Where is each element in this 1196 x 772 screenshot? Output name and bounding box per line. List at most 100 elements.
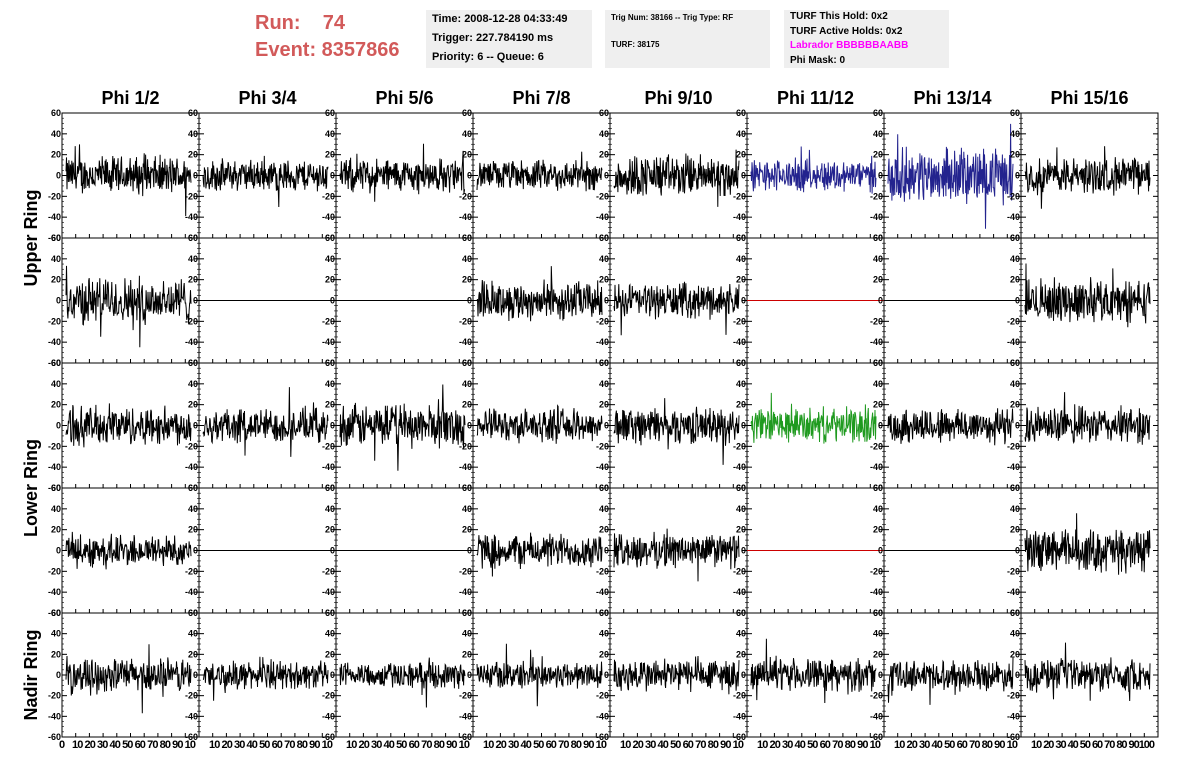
y-tick-label: 20	[188, 400, 198, 410]
y-tick-label: 40	[462, 504, 472, 514]
y-tick-label: 20	[873, 275, 883, 285]
y-tick-label: -20	[185, 191, 198, 201]
y-tick-label: -40	[596, 462, 609, 472]
y-tick-label: 20	[1010, 150, 1020, 160]
y-tick-label: -40	[322, 462, 335, 472]
turf-text: TURF: 38175	[611, 40, 660, 49]
y-tick-label: 40	[1010, 504, 1020, 514]
y-tick-label: 60	[873, 608, 883, 618]
y-tick-label: -40	[48, 462, 61, 472]
y-tick-label: -60	[48, 358, 61, 368]
y-tick-label: 0	[1015, 171, 1020, 181]
y-tick-label: 60	[873, 233, 883, 243]
y-tick-label: 0	[604, 421, 609, 431]
y-tick-label: -40	[459, 587, 472, 597]
y-tick-label: 60	[1010, 358, 1020, 368]
y-tick-label: 60	[599, 233, 609, 243]
x-tick-label: 10 20 30 40 50 60 70 80 90 10	[483, 739, 607, 751]
y-tick-label: 40	[51, 254, 61, 264]
y-tick-label: -20	[1007, 191, 1020, 201]
y-tick-label: 20	[51, 649, 61, 659]
waveform-trace	[613, 528, 740, 582]
y-tick-label: -40	[322, 337, 335, 347]
y-tick-label: 20	[188, 525, 198, 535]
y-tick-label: 60	[325, 358, 335, 368]
y-tick-label: -20	[870, 191, 883, 201]
y-tick-label: -60	[48, 233, 61, 243]
y-tick-label: 20	[325, 275, 335, 285]
y-tick-label: -20	[459, 316, 472, 326]
y-tick-label: -40	[870, 337, 883, 347]
y-tick-label: -40	[185, 337, 198, 347]
y-tick-label: 20	[188, 150, 198, 160]
row-group-title: Upper Ring	[21, 190, 41, 287]
y-tick-label: 60	[325, 608, 335, 618]
y-tick-label: 20	[736, 525, 746, 535]
y-tick-label: -60	[48, 608, 61, 618]
y-tick-label: 60	[736, 608, 746, 618]
y-tick-label: 40	[325, 254, 335, 264]
waveform-trace	[613, 149, 740, 207]
y-tick-label: 60	[325, 233, 335, 243]
y-tick-label: 20	[462, 525, 472, 535]
waveform-trace	[339, 384, 466, 471]
trigger-text: Trigger: 227.784190 ms	[432, 32, 554, 44]
waveform-trace	[202, 387, 329, 457]
y-tick-label: 20	[51, 275, 61, 285]
run-number: Run: 74	[255, 12, 346, 34]
x-tick-label: 10 20 30 40 50 60 70 80 90100	[1031, 739, 1155, 751]
y-tick-label: -20	[48, 566, 61, 576]
y-tick-label: -20	[48, 316, 61, 326]
y-tick-label: -40	[322, 711, 335, 721]
y-tick-label: 0	[1015, 546, 1020, 556]
column-title: Phi 15/16	[1050, 88, 1128, 108]
y-tick-label: 0	[878, 296, 883, 306]
y-tick-label: 40	[325, 379, 335, 389]
y-tick-label: 40	[736, 254, 746, 264]
y-tick-label: -40	[48, 711, 61, 721]
y-tick-label: -60	[48, 732, 61, 742]
y-tick-label: 40	[873, 379, 883, 389]
column-title: Phi 9/10	[644, 88, 712, 108]
y-tick-label: 0	[878, 421, 883, 431]
y-tick-label: 40	[736, 629, 746, 639]
column-title: Phi 3/4	[238, 88, 296, 108]
y-tick-label: 60	[462, 108, 472, 118]
y-tick-label: 20	[1010, 525, 1020, 535]
y-tick-label: 0	[330, 546, 335, 556]
time-text: Time: 2008-12-28 04:33:49	[432, 13, 568, 25]
waveform-trace	[887, 123, 1014, 229]
y-tick-label: -40	[870, 587, 883, 597]
y-tick-label: 40	[1010, 129, 1020, 139]
y-tick-label: -20	[733, 566, 746, 576]
x-tick-label: 10 20 30 40 50 60 70 80 90 10	[620, 739, 744, 751]
waveform-trace	[1024, 513, 1151, 575]
waveform-trace	[1024, 263, 1151, 328]
y-tick-label: -40	[870, 212, 883, 222]
y-tick-label: 40	[736, 379, 746, 389]
y-tick-label: -20	[48, 441, 61, 451]
y-tick-label: 0	[741, 296, 746, 306]
y-tick-label: 0	[56, 171, 61, 181]
waveform-trace	[202, 155, 329, 208]
waveform-trace	[476, 266, 603, 322]
y-tick-label: 40	[1010, 379, 1020, 389]
y-tick-label: -40	[48, 337, 61, 347]
y-tick-label: 40	[462, 629, 472, 639]
y-tick-label: -20	[733, 691, 746, 701]
row-group-title: Lower Ring	[21, 439, 41, 537]
y-tick-label: 20	[325, 525, 335, 535]
